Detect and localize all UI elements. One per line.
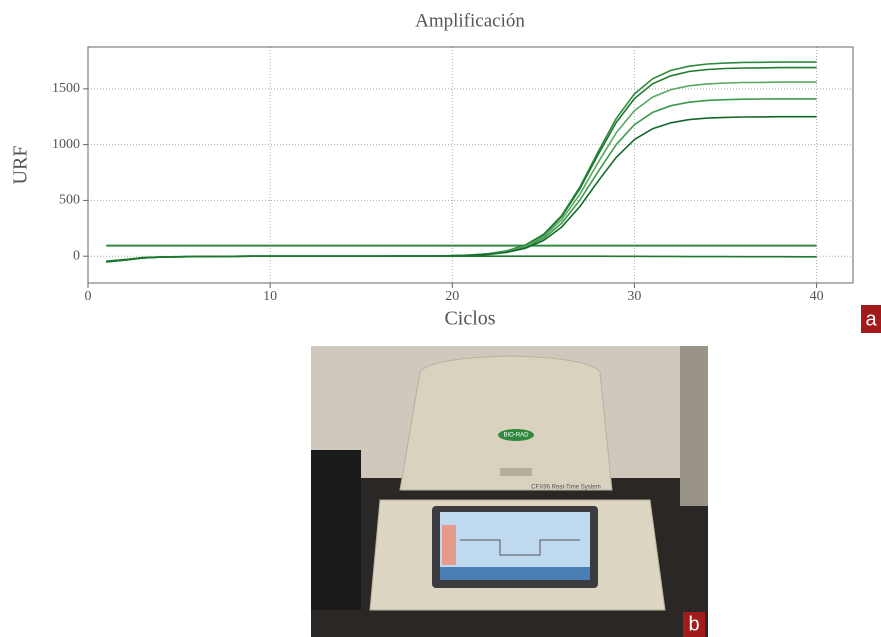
- photo: BIO-RAD CFX96 Real-Time System: [311, 346, 708, 637]
- amplification-curve: [106, 81, 817, 263]
- x-tick-label: 0: [85, 289, 92, 304]
- x-tick-label: 10: [263, 289, 277, 304]
- photo-screen-step: [442, 525, 456, 565]
- photo-handle: [500, 468, 532, 476]
- y-tick-label: 1000: [52, 137, 80, 152]
- x-tick-label: 20: [445, 289, 459, 304]
- amplification-curve: [106, 66, 817, 263]
- amplification-curve: [106, 115, 817, 263]
- photo-screen-toolbar: [440, 567, 590, 580]
- y-axis-label: URF: [10, 146, 32, 185]
- photo-brand: BIO-RAD: [503, 433, 529, 439]
- y-tick-label: 500: [59, 193, 80, 208]
- plot-frame: [87, 46, 854, 284]
- photo-model: CFX96 Real-Time System: [531, 485, 600, 491]
- panel-label: b: [688, 613, 699, 635]
- photo-lid: [399, 355, 613, 491]
- panel-label-box: [683, 612, 705, 637]
- photo-box: [311, 450, 361, 610]
- photo-screen-profile: [460, 539, 580, 556]
- photo-logo: [498, 429, 534, 441]
- chart-title: Amplificación: [415, 10, 525, 31]
- x-tick-label: 40: [810, 289, 824, 304]
- photo-cabinet: [680, 346, 708, 506]
- y-tick-label: 0: [73, 248, 80, 263]
- x-tick-label: 30: [627, 289, 641, 304]
- amplification-curve: [106, 255, 817, 262]
- panel-label-box: [861, 305, 881, 333]
- amplification-curve: [106, 98, 817, 263]
- panel-label: a: [865, 308, 877, 330]
- amplification-curve: [106, 61, 817, 263]
- y-tick-label: 1500: [52, 81, 80, 96]
- x-axis-label: Ciclos: [444, 308, 495, 330]
